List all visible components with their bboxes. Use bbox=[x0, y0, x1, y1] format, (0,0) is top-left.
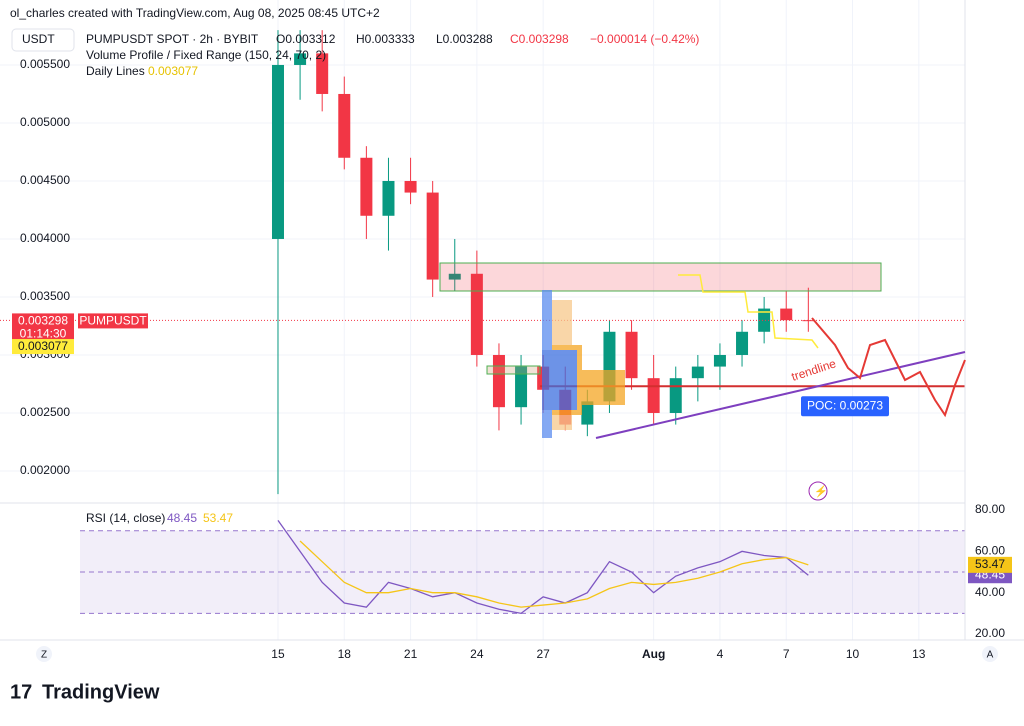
candle-body bbox=[492, 354, 505, 408]
candle-body bbox=[581, 401, 594, 425]
candle-body bbox=[470, 273, 483, 355]
alert-glyph: ⚡ bbox=[814, 485, 828, 498]
poc-box bbox=[801, 396, 889, 417]
credit: ol_charles created with TradingView.com,… bbox=[10, 6, 380, 20]
daily-line bbox=[678, 274, 819, 349]
x-tick-label: 13 bbox=[912, 647, 926, 661]
ohlc-high: H0.003333 bbox=[356, 32, 415, 46]
currency: USDT bbox=[22, 32, 55, 46]
y-tick-label: 0.004500 bbox=[20, 173, 70, 187]
rsi-tick-label: 60.00 bbox=[975, 544, 1005, 558]
symbol-tag-box bbox=[78, 313, 148, 329]
candle-body bbox=[647, 378, 660, 413]
x-tick-label: 15 bbox=[271, 647, 285, 661]
y-tick-label: 0.005000 bbox=[20, 115, 70, 129]
y-tick-label: 0.002000 bbox=[20, 463, 70, 477]
daily-value-box bbox=[12, 339, 74, 355]
left-button[interactable] bbox=[36, 646, 52, 662]
candle-body bbox=[316, 53, 329, 94]
symbol: PUMPUSDT SPOT · 2h · BYBIT bbox=[86, 32, 259, 46]
x-tick-label: 27 bbox=[536, 647, 550, 661]
x-tick-label: 24 bbox=[470, 647, 484, 661]
volume-profile bbox=[542, 290, 625, 438]
candle-body bbox=[448, 273, 461, 280]
candle-body bbox=[271, 64, 284, 239]
candle-body bbox=[669, 378, 682, 413]
candle-body bbox=[625, 331, 638, 379]
candle-body bbox=[360, 157, 373, 216]
logo-mark: 17 bbox=[10, 681, 32, 703]
rsi-tick-label: 40.00 bbox=[975, 585, 1005, 599]
candle-body bbox=[382, 180, 395, 216]
y-tick-label: 0.005500 bbox=[20, 57, 70, 71]
trendline-label: trendline bbox=[790, 356, 838, 384]
x-tick-label: 7 bbox=[783, 647, 790, 661]
support-box bbox=[486, 365, 541, 375]
countdown: 01:14:30 bbox=[20, 327, 67, 341]
daily-lines: Daily Lines bbox=[86, 64, 145, 78]
rsi-value-label: 53.47 bbox=[975, 557, 1005, 571]
candle-body bbox=[338, 93, 351, 158]
y-tick-label: 0.003500 bbox=[20, 289, 70, 303]
candle-body bbox=[736, 331, 749, 355]
candle-body bbox=[294, 53, 307, 65]
symbol-tag: PUMPUSDT bbox=[79, 314, 147, 328]
x-tick-label: Aug bbox=[642, 647, 665, 661]
ohlc-open: O0.003312 bbox=[276, 32, 336, 46]
candle-body bbox=[404, 180, 417, 193]
y-tick-label: 0.004000 bbox=[20, 231, 70, 245]
rsi-value-box bbox=[968, 556, 1012, 573]
rsi-tick-label: 80.00 bbox=[975, 502, 1005, 516]
x-tick-label: 21 bbox=[404, 647, 418, 661]
left-button-label: Z bbox=[41, 650, 47, 661]
daily-value-label: 0.003077 bbox=[18, 339, 68, 353]
ohlc-low: L0.003288 bbox=[436, 32, 493, 46]
forecast-path bbox=[811, 317, 966, 418]
last-price-label: 0.003298 bbox=[18, 314, 68, 328]
rsi-title: RSI (14, close) bbox=[86, 511, 165, 525]
candle-body bbox=[515, 366, 528, 408]
candle-body bbox=[802, 320, 815, 322]
overlay: 0.0020000.0025000.0030000.0035000.004000… bbox=[12, 57, 1012, 661]
x-tick-label: 18 bbox=[338, 647, 352, 661]
daily-value: 0.003077 bbox=[148, 64, 198, 78]
rsi-tick-label: 20.00 bbox=[975, 626, 1005, 640]
indicator: Volume Profile / Fixed Range (150, 24, 7… bbox=[86, 48, 326, 62]
poc-label: POC: 0.00273 bbox=[807, 398, 883, 412]
rsi-legend-value: 48.45 bbox=[167, 511, 197, 525]
candle-body bbox=[758, 308, 771, 332]
ohlc-change: −0.000014 (−0.42%) bbox=[590, 32, 699, 46]
candle-body bbox=[713, 354, 726, 367]
rsi-line bbox=[299, 540, 809, 608]
rsi-line bbox=[277, 519, 809, 615]
resistance-zone bbox=[439, 262, 882, 292]
right-button-label: A bbox=[987, 650, 994, 661]
x-tick-label: 10 bbox=[846, 647, 860, 661]
candle-body bbox=[691, 366, 704, 379]
candle-body bbox=[780, 308, 793, 321]
ohlc-close: C0.003298 bbox=[510, 32, 569, 46]
candle-body bbox=[426, 192, 439, 280]
right-button[interactable] bbox=[982, 646, 998, 662]
trendline bbox=[595, 351, 966, 439]
currency-button[interactable] bbox=[11, 28, 75, 52]
logo: TradingView bbox=[42, 681, 160, 703]
y-tick-label: 0.002500 bbox=[20, 405, 70, 419]
last-price-box bbox=[12, 313, 74, 344]
rsi-legend-value: 53.47 bbox=[203, 511, 233, 525]
alert-icon[interactable] bbox=[808, 481, 828, 501]
x-tick-label: 4 bbox=[717, 647, 724, 661]
